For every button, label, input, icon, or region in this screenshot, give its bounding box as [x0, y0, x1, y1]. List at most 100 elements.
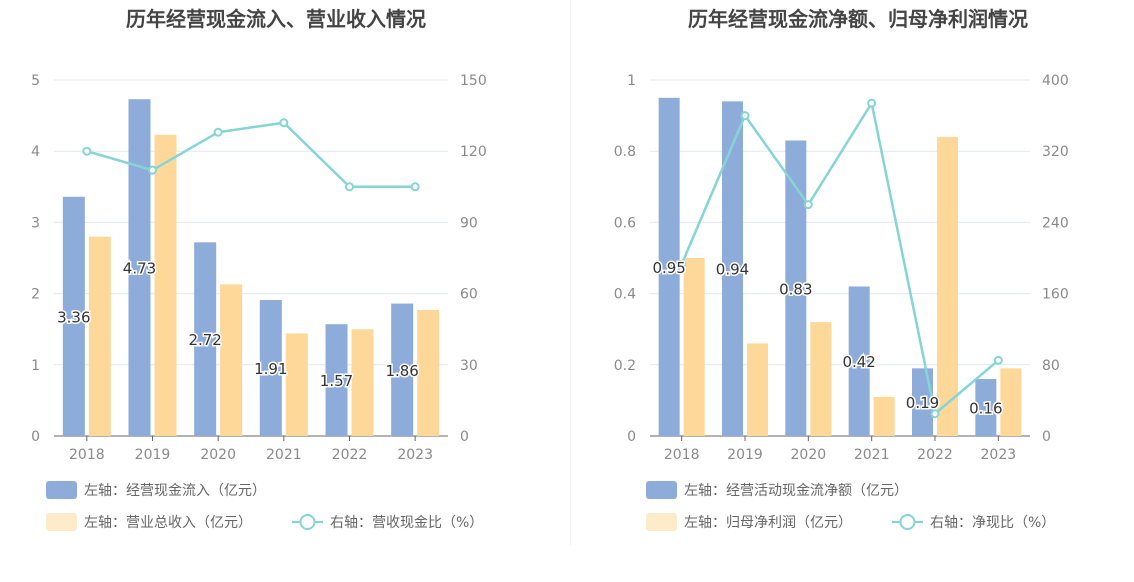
line-point-2022 [345, 182, 354, 192]
bar-2022-series2 [351, 329, 374, 436]
x-axis-tick-label: 2021 [266, 447, 302, 463]
legend-label-series3: 右轴：营收现金比（%） [330, 515, 483, 531]
cash-inflow-revenue-chart: 历年经营现金流入、营业收入情况 0 0 1 30 2 60 3 90 4 120 5 150 2018 20… [31, 7, 487, 531]
bar-2020-series1 [194, 242, 217, 436]
line-point-2018 [677, 259, 687, 269]
x-axis-tick-label: 2019 [727, 447, 763, 463]
chart-title: 历年经营现金流净额、归母净利润情况 [688, 7, 1028, 31]
x-axis-tick-label: 2018 [69, 447, 105, 463]
bar-data-label: 4.73 [123, 260, 156, 278]
bar-data-label: 1.86 [385, 362, 418, 380]
bar-2019-series2 [747, 343, 768, 436]
x-axis-tick-label: 2020 [200, 447, 236, 463]
line-point-2019 [740, 111, 750, 121]
legend-swatch-series1 [646, 481, 677, 499]
line-point-2020 [213, 127, 223, 137]
chart-title: 历年经营现金流入、营业收入情况 [126, 7, 426, 31]
legend-swatch-series2 [646, 513, 677, 531]
bar-2021-series1 [259, 300, 282, 436]
right-axis-tick-label: 400 [1042, 73, 1069, 89]
bar-data-label: 3.36 [57, 308, 90, 326]
right-axis-tick-label: 30 [460, 358, 478, 374]
right-axis-tick-label: 240 [1042, 215, 1069, 231]
right-axis-tick-label: 160 [1042, 287, 1069, 303]
x-axis-tick-label: 2023 [397, 447, 433, 463]
line-point-2023 [993, 355, 1003, 365]
bar-2022-series1 [912, 368, 933, 436]
bar-data-label: 0.94 [716, 261, 749, 279]
bar-2023-series1 [975, 379, 997, 436]
bar-2020-series2 [220, 284, 243, 436]
x-axis-tick-label: 2022 [332, 447, 368, 463]
bar-data-label: 0.95 [652, 259, 685, 277]
right-axis-tick-label: 80 [1042, 358, 1060, 374]
right-axis-tick-label: 320 [1042, 144, 1069, 160]
bar-2023-series2 [1000, 368, 1022, 436]
line-point-2018 [82, 146, 92, 156]
bar-2020-series1 [785, 140, 807, 436]
left-axis-tick-label: 0.4 [614, 287, 636, 303]
legend-label-series1: 左轴：经营活动现金流净额（亿元） [684, 483, 908, 499]
right-axis-tick-label: 120 [460, 144, 487, 160]
bar-data-label: 1.91 [254, 360, 287, 378]
bar-data-label: 0.16 [969, 400, 1002, 418]
left-axis-tick-label: 1 [31, 358, 40, 374]
left-axis-tick-label: 1 [627, 73, 636, 89]
line-point-2020 [803, 200, 813, 210]
line-point-2022 [930, 409, 940, 419]
legend-circle-icon [299, 514, 316, 530]
left-axis-tick-label: 0.6 [614, 215, 636, 231]
line-point-2023 [410, 182, 420, 192]
left-axis-tick-label: 5 [31, 73, 40, 89]
bar-2023-series1 [391, 303, 414, 436]
bar-2022-series2 [937, 136, 958, 436]
bar-data-label: 0.19 [906, 394, 939, 412]
bar-data-label: 2.72 [188, 331, 221, 349]
bar-2019-series2 [154, 134, 177, 436]
left-axis-tick-label: 3 [31, 215, 40, 231]
line-point-2021 [867, 98, 877, 108]
bar-2018-series1 [658, 97, 680, 437]
bar-2021-series1 [848, 286, 870, 436]
legend-label-series3: 右轴：净现比（%） [930, 515, 1055, 531]
legend-swatch-series2 [46, 513, 77, 531]
legend-label-series2: 左轴：营业总收入（亿元） [84, 515, 252, 531]
line-point-2019 [148, 165, 157, 175]
left-axis-tick-label: 4 [31, 144, 40, 160]
bar-2018-series1 [62, 196, 85, 436]
bar-2023-series2 [417, 309, 440, 436]
bar-2019-series1 [128, 99, 151, 436]
line-series [680, 99, 1000, 417]
left-axis-tick-label: 0.8 [614, 144, 636, 160]
bar-2020-series2 [810, 322, 832, 436]
bar-data-label: 1.57 [320, 372, 353, 390]
bar-data-label: 0.42 [842, 353, 875, 371]
right-axis-tick-label: 90 [460, 215, 478, 231]
x-axis-tick-label: 2023 [981, 447, 1017, 463]
legend-circle-icon [899, 514, 916, 530]
x-axis-tick-label: 2019 [135, 447, 171, 463]
left-axis-tick-label: 0 [31, 429, 40, 445]
left-axis-tick-label: 0 [627, 429, 636, 445]
bar-2022-series1 [325, 324, 348, 436]
x-axis-tick-label: 2018 [664, 447, 700, 463]
bar-2018-series2 [88, 236, 111, 436]
right-axis-tick-label: 0 [460, 429, 469, 445]
bar-2018-series2 [683, 258, 705, 436]
bar-data-label: 0.83 [779, 280, 812, 298]
legend-label-series1: 左轴：经营现金流入（亿元） [84, 483, 266, 499]
line-series [86, 121, 416, 189]
right-axis-tick-label: 0 [1042, 429, 1051, 445]
bar-2021-series2 [873, 396, 895, 436]
bar-2019-series1 [722, 101, 743, 437]
bar-2021-series2 [285, 333, 308, 436]
line-point-2021 [279, 118, 289, 128]
left-axis-tick-label: 0.2 [614, 358, 636, 374]
right-axis-tick-label: 150 [460, 73, 487, 89]
panel-divider [570, 0, 571, 545]
right-axis-tick-label: 60 [460, 287, 478, 303]
legend-swatch-series1 [46, 481, 77, 499]
x-axis-tick-label: 2021 [854, 447, 890, 463]
